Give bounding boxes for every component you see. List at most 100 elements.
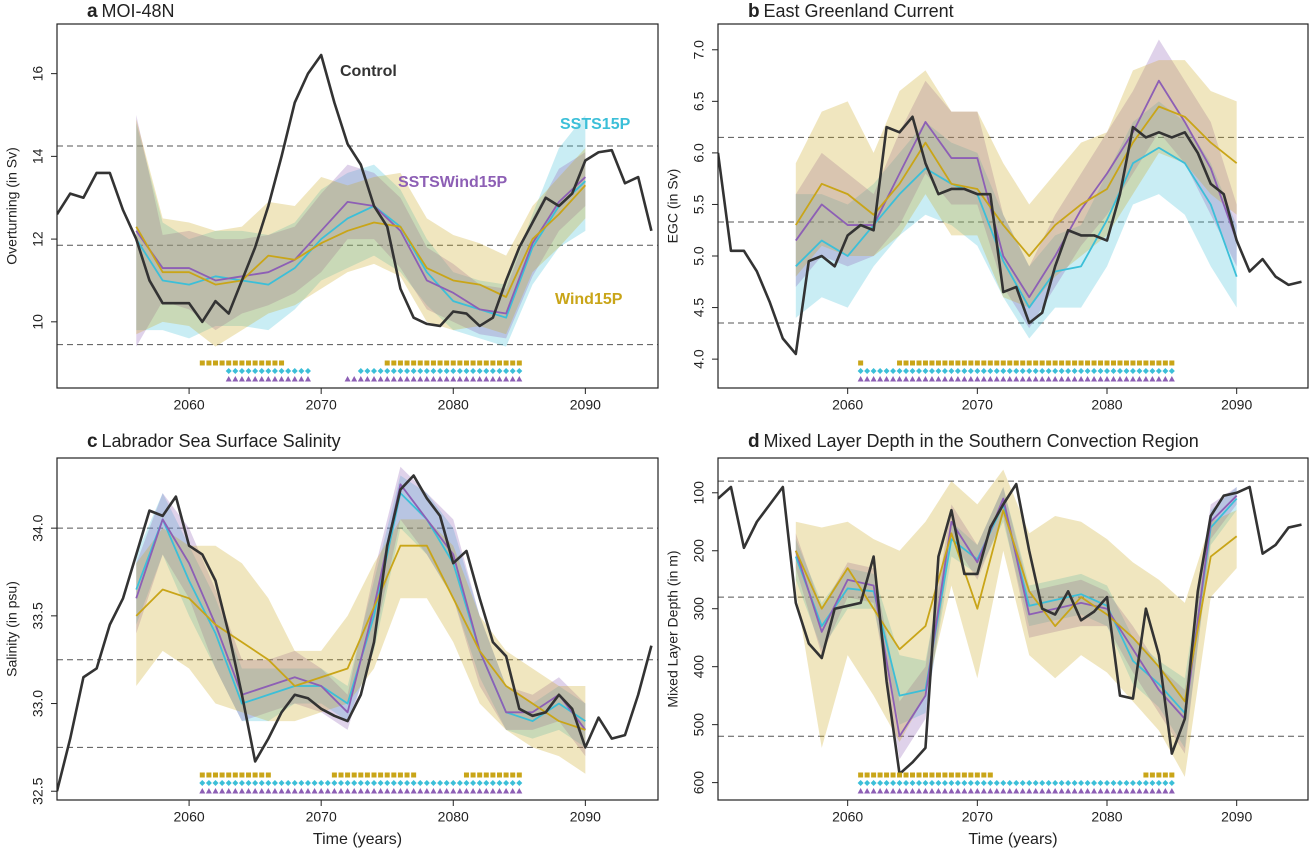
significance-marker <box>397 780 404 786</box>
significance-marker <box>890 780 897 786</box>
significance-marker <box>430 360 436 366</box>
significance-marker <box>430 376 437 382</box>
significance-marker <box>331 780 338 786</box>
significance-marker <box>503 788 510 794</box>
significance-marker <box>1116 368 1123 374</box>
significance-marker <box>411 360 417 366</box>
significance-marker <box>477 772 483 778</box>
significance-marker <box>232 772 238 778</box>
significance-marker <box>1059 360 1065 366</box>
significance-marker <box>496 788 503 794</box>
significance-marker <box>476 376 483 382</box>
significance-marker <box>516 780 523 786</box>
significance-marker <box>1019 376 1026 382</box>
significance-marker <box>1142 780 1149 786</box>
significance-marker <box>265 360 271 366</box>
significance-marker <box>285 780 292 786</box>
significance-marker <box>423 376 430 382</box>
significance-marker <box>344 376 351 382</box>
significance-marker <box>897 360 903 366</box>
significance-marker <box>1123 368 1130 374</box>
y-tick-label: 14 <box>30 148 46 164</box>
significance-marker <box>1136 376 1143 382</box>
significance-marker <box>238 780 245 786</box>
significance-marker <box>291 780 298 786</box>
significance-marker <box>1123 360 1129 366</box>
significance-marker <box>351 780 358 786</box>
significance-marker <box>1097 780 1104 786</box>
significance-marker <box>929 772 935 778</box>
significance-marker <box>922 376 929 382</box>
significance-marker <box>1155 376 1162 382</box>
significance-marker <box>364 376 371 382</box>
significance-marker <box>1071 376 1078 382</box>
significance-marker <box>948 368 955 374</box>
significance-marker <box>1006 780 1013 786</box>
significance-marker <box>345 772 351 778</box>
significance-marker <box>1006 376 1013 382</box>
significance-marker <box>922 780 929 786</box>
significance-marker <box>371 788 378 794</box>
significance-marker <box>291 368 298 374</box>
significance-marker <box>883 376 890 382</box>
significance-marker <box>1058 376 1065 382</box>
significance-marker <box>1032 376 1039 382</box>
significance-marker <box>324 788 331 794</box>
significance-marker <box>1078 376 1085 382</box>
significance-marker <box>213 772 219 778</box>
significance-marker <box>1117 360 1123 366</box>
significance-marker <box>246 772 252 778</box>
significance-marker <box>483 788 490 794</box>
significance-marker <box>935 780 942 786</box>
significance-marker <box>1052 376 1059 382</box>
significance-marker <box>1136 780 1143 786</box>
significance-marker <box>271 376 278 382</box>
significance-marker <box>278 376 285 382</box>
significance-marker <box>285 376 292 382</box>
band <box>136 466 586 757</box>
significance-marker <box>252 780 259 786</box>
significance-marker <box>884 772 890 778</box>
significance-marker <box>404 376 411 382</box>
series-label: Control <box>340 63 397 80</box>
significance-marker <box>298 368 305 374</box>
significance-marker <box>357 368 364 374</box>
significance-marker <box>1162 788 1169 794</box>
significance-marker <box>942 360 948 366</box>
significance-marker <box>1168 780 1175 786</box>
significance-marker <box>371 368 378 374</box>
plot-frame <box>56 457 659 801</box>
y-tick-label: 200 <box>691 539 707 563</box>
significance-marker <box>463 780 470 786</box>
significance-marker <box>265 780 272 786</box>
significance-marker <box>1026 368 1033 374</box>
significance-marker <box>1123 788 1130 794</box>
significance-marker <box>857 780 864 786</box>
significance-marker <box>877 772 883 778</box>
band <box>795 486 1237 748</box>
significance-marker <box>928 376 935 382</box>
significance-marker <box>205 788 212 794</box>
significance-marker <box>430 788 437 794</box>
significance-marker <box>1039 360 1045 366</box>
significance-marker <box>929 360 935 366</box>
significance-marker <box>311 788 318 794</box>
significance-marker <box>1098 360 1104 366</box>
significance-marker <box>968 772 974 778</box>
y-tick-label: 10 <box>30 314 46 330</box>
significance-marker <box>239 772 245 778</box>
significance-marker <box>311 780 318 786</box>
significance-marker <box>1032 780 1039 786</box>
significance-marker <box>476 368 483 374</box>
significance-marker <box>1020 360 1026 366</box>
significance-marker <box>948 780 955 786</box>
significance-marker <box>437 780 444 786</box>
significance-marker <box>935 376 942 382</box>
significance-marker <box>457 360 463 366</box>
y-tick-label: 32.5 <box>30 777 46 804</box>
significance-marker <box>916 772 922 778</box>
significance-marker <box>258 376 265 382</box>
significance-marker <box>358 772 364 778</box>
significance-marker <box>470 780 477 786</box>
